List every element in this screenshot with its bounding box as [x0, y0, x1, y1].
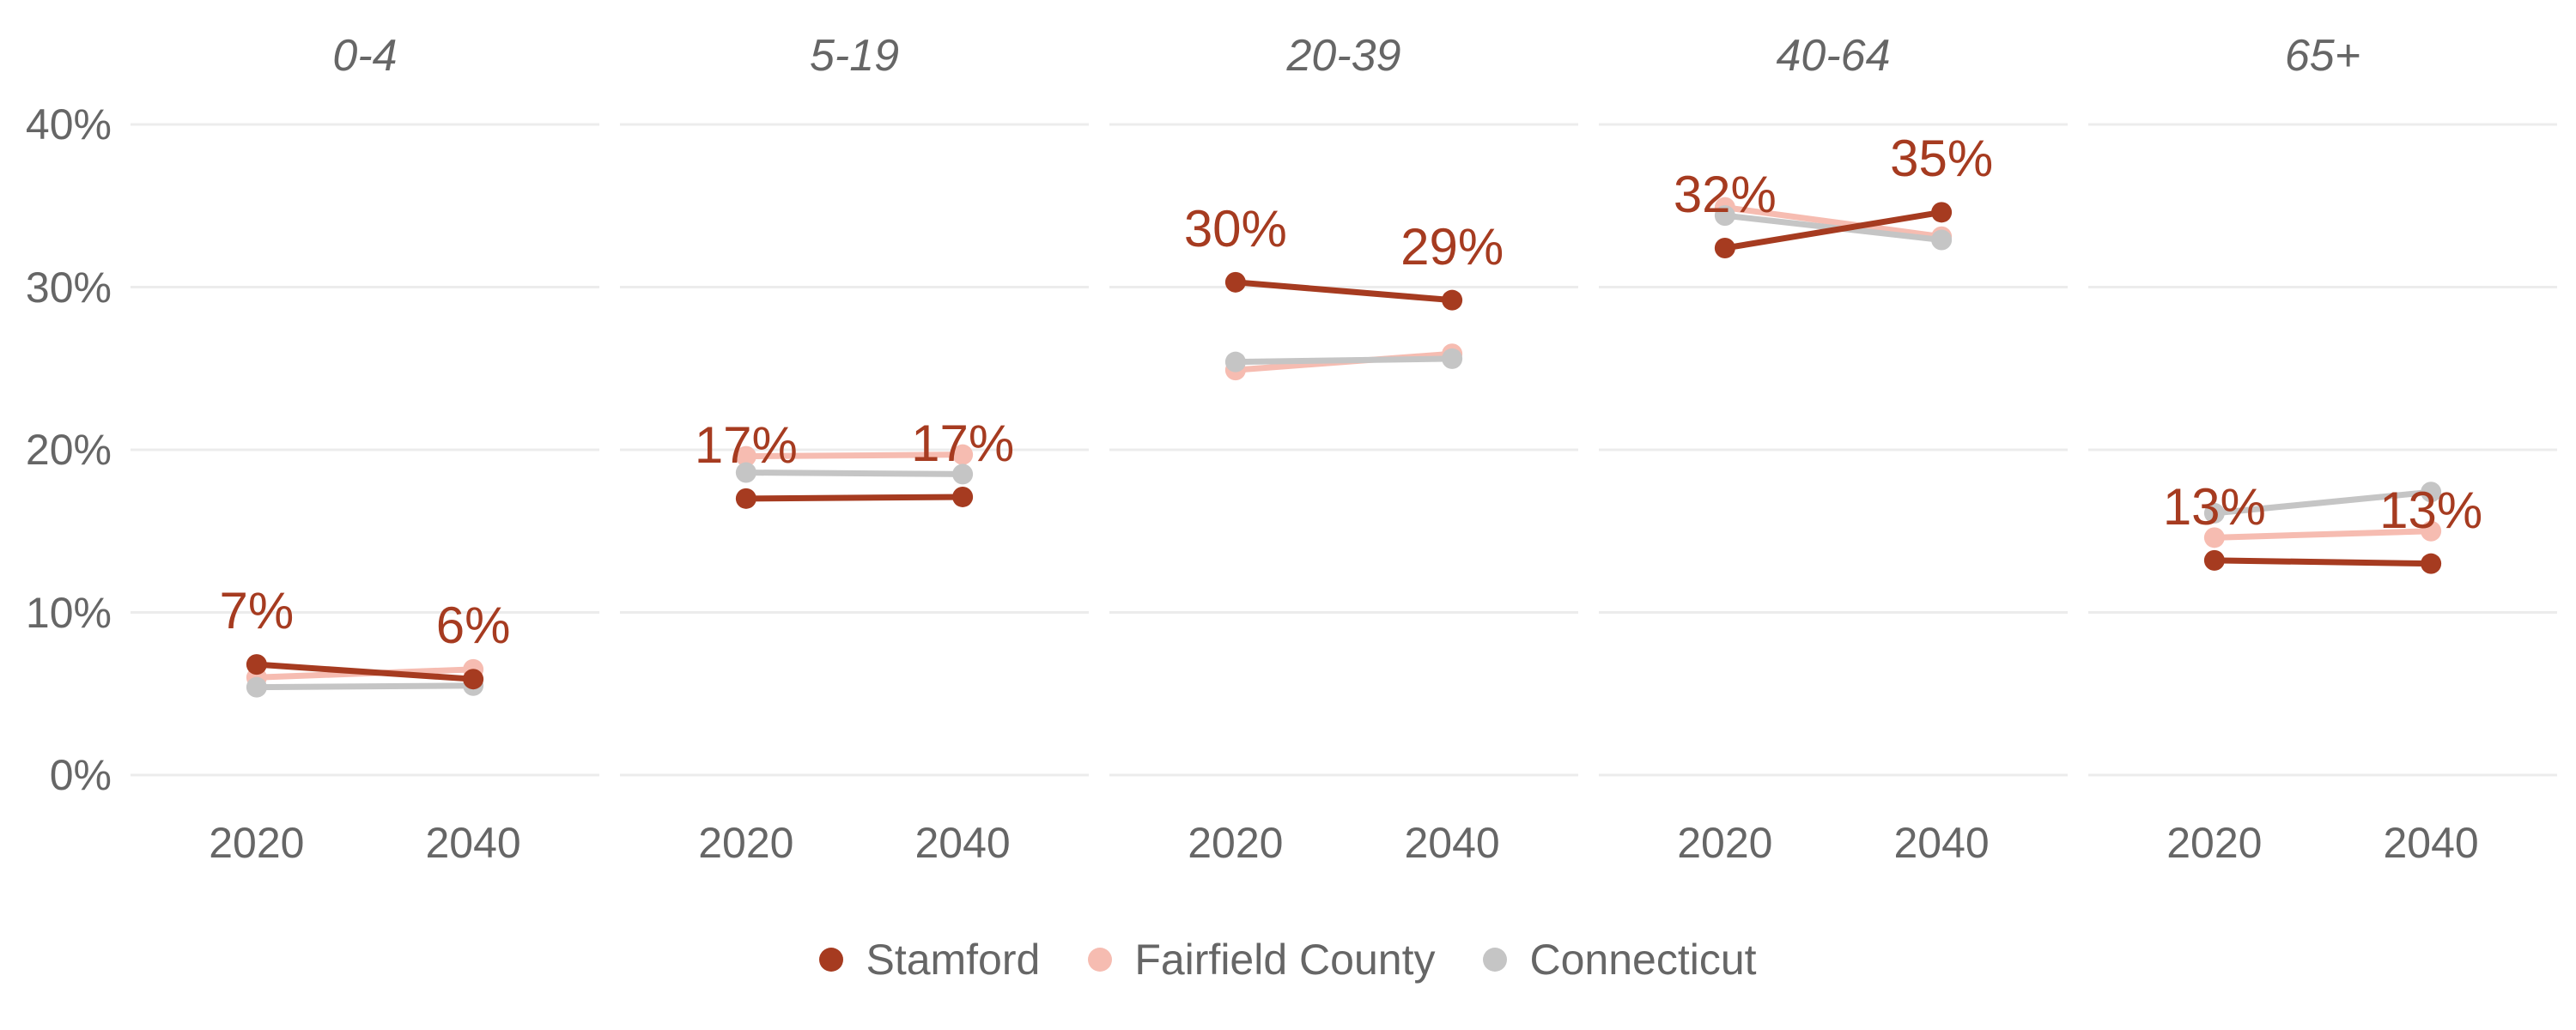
x-axis-tick-label: 2020	[1188, 819, 1284, 867]
x-axis-tick-label: 2040	[1893, 819, 1990, 867]
data-point-stamford	[2421, 553, 2442, 574]
series-line-stamford	[2211, 557, 2434, 567]
y-axis-tick-label: 30%	[25, 263, 112, 312]
data-point-label: 17%	[694, 415, 798, 474]
data-point-label: 35%	[1890, 130, 1994, 188]
y-axis-tick-label: 10%	[25, 588, 112, 637]
x-axis-tick-label: 2020	[2166, 819, 2263, 867]
series-line-connecticut	[2211, 488, 2434, 517]
data-point-label: 6%	[435, 597, 511, 655]
facet-title: 65+	[2284, 31, 2361, 81]
data-point-label: 29%	[1400, 217, 1504, 276]
legend-dot-stamford	[819, 948, 844, 972]
data-point-connecticut	[2421, 482, 2442, 503]
x-axis-tick-label: 2020	[698, 819, 794, 867]
data-point-label: 13%	[2379, 481, 2483, 539]
data-point-stamford	[2203, 549, 2225, 571]
x-axis-tick-label: 2040	[1404, 819, 1500, 867]
data-point-stamford	[952, 486, 974, 507]
data-point-connecticut	[735, 462, 756, 483]
facet-title: 40-64	[1776, 31, 1891, 81]
data-point-stamford	[735, 488, 756, 509]
facet-title: 5-19	[809, 31, 900, 81]
legend-label: Fairfield County	[1134, 936, 1436, 984]
legend-label: Connecticut	[1529, 936, 1757, 984]
data-point-connecticut	[1714, 205, 1735, 227]
legend-label: Stamford	[866, 936, 1041, 984]
data-point-label: 7%	[219, 582, 295, 640]
data-point-fairfield-county	[735, 445, 756, 467]
series-line-connecticut	[1232, 355, 1455, 366]
x-axis-tick-label: 2040	[2383, 819, 2479, 867]
x-axis-tick-label: 2040	[914, 819, 1011, 867]
data-point-stamford	[1931, 202, 1953, 223]
data-point-stamford	[463, 669, 484, 690]
data-point-stamford	[1442, 289, 1463, 311]
series-line-stamford	[1232, 279, 1455, 304]
legend-item-connecticut: Connecticut	[1483, 935, 1757, 985]
series-line-connecticut	[743, 470, 966, 477]
x-axis-tick-label: 2020	[209, 819, 305, 867]
series-line-fairfield-county	[2211, 528, 2434, 541]
data-point-fairfield-county	[2421, 520, 2442, 542]
series-line-fairfield-county	[1722, 204, 1945, 240]
legend-item-stamford: Stamford	[819, 935, 1040, 985]
legend: Stamford Fairfield County Connecticut	[0, 930, 2576, 990]
data-point-label: 32%	[1673, 166, 1777, 224]
data-point-fairfield-county	[952, 444, 974, 465]
data-point-label: 30%	[1183, 199, 1287, 258]
facet-title: 0-4	[332, 31, 398, 81]
series-line-fairfield-county	[743, 451, 966, 460]
x-axis-tick-label: 2040	[425, 819, 521, 867]
y-axis-tick-label: 0%	[49, 751, 112, 799]
series-line-stamford	[253, 661, 477, 682]
data-point-connecticut	[2203, 502, 2225, 524]
legend-dot-connecticut	[1483, 948, 1508, 972]
facet-title: 20-39	[1286, 31, 1401, 81]
y-axis-tick-label: 40%	[25, 100, 112, 148]
y-axis-tick-label: 20%	[25, 426, 112, 474]
data-point-connecticut	[1931, 229, 1953, 251]
data-point-stamford	[1224, 271, 1246, 293]
data-point-connecticut	[246, 676, 267, 698]
series-line-connecticut	[253, 682, 477, 691]
series-line-stamford	[1722, 209, 1945, 251]
legend-item-fairfield-county: Fairfield County	[1088, 935, 1435, 985]
x-axis-tick-label: 2020	[1677, 819, 1773, 867]
data-point-fairfield-county	[2203, 527, 2225, 548]
data-point-label: 17%	[911, 414, 1015, 472]
series-line-stamford	[743, 494, 966, 502]
data-point-connecticut	[952, 464, 974, 485]
data-point-stamford	[1714, 238, 1735, 259]
data-point-label: 13%	[2162, 477, 2266, 536]
legend-dot-fairfield-county	[1088, 948, 1113, 972]
data-point-connecticut	[1442, 348, 1463, 369]
data-point-stamford	[246, 654, 267, 676]
data-point-connecticut	[1224, 351, 1246, 373]
